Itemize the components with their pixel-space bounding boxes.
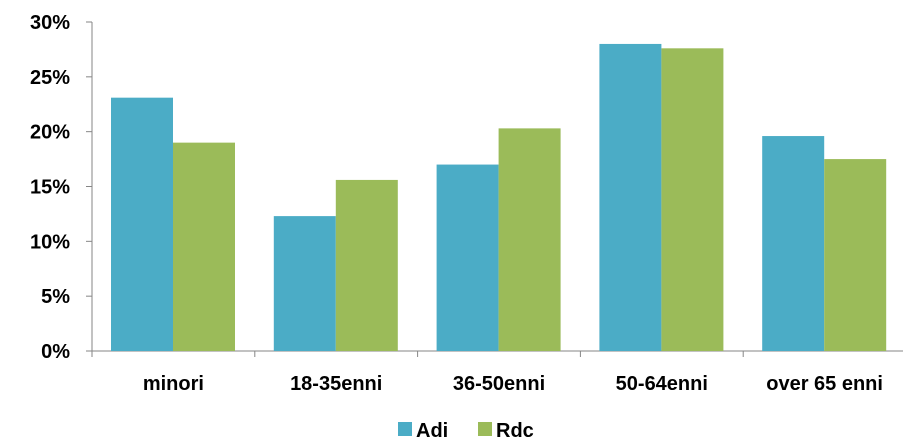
x-tick-label: 36-50enni	[453, 373, 545, 395]
y-tick-label: 5%	[41, 286, 70, 308]
x-tick-label: 18-35enni	[290, 373, 382, 395]
bar-rdc-4	[824, 159, 887, 351]
bar-rdc-3	[661, 48, 724, 351]
bar-rdc-0	[173, 142, 235, 351]
y-tick-label: 15%	[30, 177, 70, 199]
bar-adi-1	[273, 216, 336, 351]
legend-swatch-rdc	[478, 422, 492, 436]
legend: Adi Rdc	[398, 420, 534, 442]
bar-adi-4	[762, 136, 825, 351]
bar-adi-3	[599, 43, 662, 351]
legend-label-rdc: Rdc	[496, 420, 534, 442]
y-tick-label: 10%	[30, 231, 70, 253]
y-tick-label: 20%	[30, 122, 70, 144]
x-tick-label: 50-64enni	[616, 373, 708, 395]
x-tick-label: over 65 enni	[766, 373, 883, 395]
y-axis: 0% 5% 10% 15% 20% 25% 30%	[30, 12, 93, 363]
bar-rdc-2	[498, 128, 561, 351]
legend-swatch-adi	[398, 422, 412, 436]
x-axis: minori 18-35enni 36-50enni 50-64enni over 65…	[91, 350, 903, 395]
bar-adi-0	[111, 97, 173, 351]
legend-label-adi: Adi	[416, 420, 448, 442]
bar-adi-2	[436, 164, 499, 351]
y-tick-label: 30%	[30, 12, 70, 34]
x-tick-label: minori	[143, 373, 204, 395]
bar-rdc-1	[335, 179, 398, 351]
y-tick-label: 25%	[30, 67, 70, 89]
y-tick-label: 0%	[41, 341, 70, 363]
bars	[111, 43, 887, 351]
